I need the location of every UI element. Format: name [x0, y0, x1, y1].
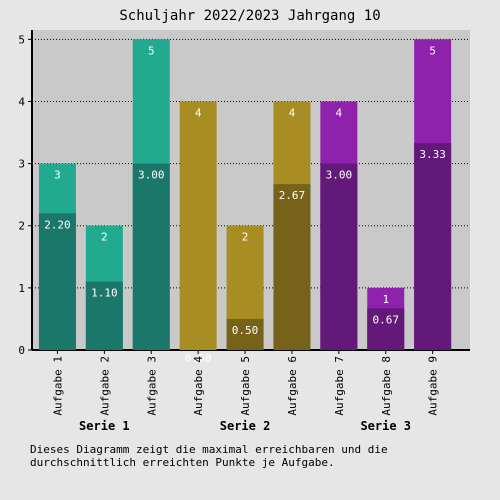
y-tick-label: 4 — [18, 95, 25, 108]
bar-avg — [85, 281, 123, 350]
chart-title: Schuljahr 2022/2023 Jahrgang 10 — [119, 8, 380, 24]
bar-avg — [132, 163, 170, 350]
bar-max-label: 2 — [101, 231, 108, 244]
y-tick-label: 3 — [18, 158, 25, 171]
x-tick-label: Aufgabe 4 — [192, 356, 205, 416]
bar-max-label: 4 — [336, 106, 343, 119]
x-tick-label: Aufgabe 1 — [51, 356, 64, 416]
x-tick-label: Aufgabe 9 — [427, 356, 440, 416]
bar-avg-label: 2.20 — [44, 218, 71, 231]
bar-avg — [414, 143, 452, 350]
y-tick-label: 1 — [18, 282, 25, 295]
bar-max-label: 5 — [429, 44, 436, 57]
y-tick-label: 5 — [18, 33, 25, 46]
bar-max — [179, 101, 217, 350]
bar-avg — [226, 318, 264, 350]
x-tick-label: Aufgabe 7 — [333, 356, 346, 416]
bar-avg-label: 0.50 — [232, 324, 259, 337]
x-tick-label: Aufgabe 5 — [239, 356, 252, 416]
bar-avg — [38, 213, 76, 350]
x-tick-label: Aufgabe 3 — [145, 356, 158, 416]
x-tick-label: Aufgabe 2 — [98, 356, 111, 416]
group-label: Serie 1 — [79, 419, 130, 433]
bar-avg — [320, 163, 358, 350]
chart-caption: Dieses Diagramm zeigt die maximal erreic… — [30, 443, 388, 469]
group-label: Serie 2 — [220, 419, 271, 433]
x-tick-label: Aufgabe 6 — [286, 356, 299, 416]
bar-max-label: 1 — [382, 293, 389, 306]
bar-avg — [273, 184, 311, 350]
bar-avg — [367, 308, 405, 350]
bar-avg-label: 1.10 — [91, 287, 118, 300]
bar-avg-label: 3.00 — [326, 169, 353, 182]
bar-avg-label: 2.67 — [279, 189, 306, 202]
bar-avg-label: 3.00 — [138, 169, 165, 182]
x-tick-label: Aufgabe 8 — [380, 356, 393, 416]
bar-avg-label: 0.00 — [185, 352, 212, 365]
bar-max-label: 4 — [289, 106, 296, 119]
bar-max-label: 5 — [148, 44, 155, 57]
bar-max-label: 2 — [242, 231, 249, 244]
group-label: Serie 3 — [360, 419, 411, 433]
bar-max-label: 4 — [195, 106, 202, 119]
bar-avg-label: 0.67 — [373, 313, 400, 326]
y-tick-label: 0 — [18, 344, 25, 357]
bar-avg-label: 3.33 — [419, 148, 446, 161]
y-tick-label: 2 — [18, 220, 25, 233]
bar-max-label: 3 — [54, 169, 61, 182]
